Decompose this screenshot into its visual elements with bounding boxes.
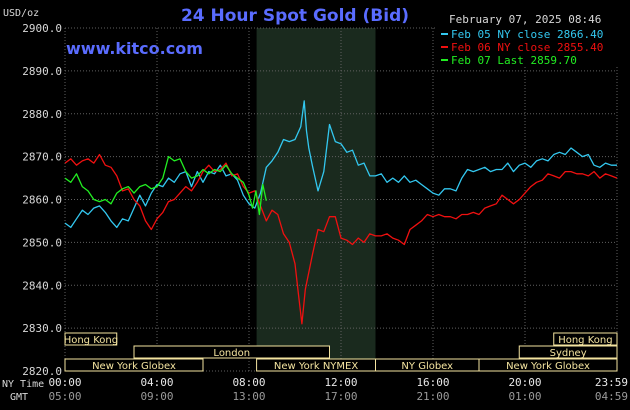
nymex-highlight-band	[256, 28, 376, 371]
series-line-2	[64, 155, 267, 216]
legend-box	[437, 25, 622, 67]
legend-entry-0: Feb 05 NY close 2866.40	[451, 28, 603, 41]
market-label-row1-1: Hong Kong	[558, 335, 612, 346]
market-label-row2-1: Sydney	[550, 348, 587, 359]
nymex-highlight	[256, 28, 376, 371]
y-tick-label: 2860.0	[22, 194, 62, 207]
market-label-row2-0: London	[213, 348, 250, 359]
x-tick-ny-label: 08:00	[232, 376, 265, 389]
y-tick-label: 2870.0	[22, 151, 62, 164]
market-label-row3-0: New York Globex	[92, 361, 176, 372]
x-tick-ny-label: 12:00	[324, 376, 357, 389]
gmt-label: GMT	[10, 392, 28, 403]
x-tick-ny-label: 16:00	[416, 376, 449, 389]
x-tick-ny-label: 20:00	[508, 376, 541, 389]
y-tick-label: 2880.0	[22, 108, 62, 121]
x-tick-gmt-label: 01:00	[508, 390, 541, 403]
x-tick-gmt-label: 04:59	[595, 390, 628, 403]
timestamp: February 07, 2025 08:46	[449, 13, 601, 26]
x-tick-gmt-label: 09:00	[140, 390, 173, 403]
x-tick-gmt-label: 21:00	[416, 390, 449, 403]
x-tick-ny-label: 00:00	[48, 376, 81, 389]
ny-time-label: NY Time	[2, 379, 44, 390]
market-box-row1-0	[64, 332, 118, 346]
market-label-row1-0: Hong Kong	[64, 335, 118, 346]
series-line-0	[64, 100, 617, 229]
series-line-1	[64, 153, 618, 325]
market-box-row2-0	[133, 345, 330, 359]
y-tick-label: 2830.0	[22, 322, 62, 335]
y-tick-label: 2840.0	[22, 279, 62, 292]
legend-entry-1: Feb 06 NY close 2855.40	[451, 41, 603, 54]
market-box-row3-3	[478, 358, 618, 372]
market-label-row3-1: New York NYMEX	[274, 361, 359, 372]
chart-title: 24 Hour Spot Gold (Bid)	[181, 6, 409, 26]
market-box-row1-1	[553, 332, 618, 346]
x-tick-gmt-label: 13:00	[232, 390, 265, 403]
y-axis-tick-labels: 2820.0 2830.0 2840.0 2850.0 2860.0 2870.0 2880…	[22, 22, 62, 378]
y-tick-label: 2890.0	[22, 65, 62, 78]
market-box-row3-0	[64, 358, 204, 372]
market-sessions: Hong Kong Hong Kong London Sydney New York G…	[64, 332, 618, 372]
unit-label: USD/oz	[3, 8, 39, 19]
y-tick-label: 2900.0	[22, 22, 62, 35]
x-tick-ny-label: 23:59	[595, 376, 628, 389]
x-tick-gmt-label: 17:00	[324, 390, 357, 403]
site-logo: www.kitco.com	[66, 39, 203, 58]
series-lines	[64, 100, 618, 325]
market-label-row3-3: New York Globex	[506, 361, 590, 372]
x-tick-ny-label: 04:00	[140, 376, 173, 389]
market-box-row2-1	[518, 345, 618, 359]
y-tick-label: 2820.0	[22, 365, 62, 378]
market-label-row3-2: NY Globex	[401, 361, 453, 372]
y-tick-label: 2850.0	[22, 236, 62, 249]
x-tick-gmt-label: 05:00	[48, 390, 81, 403]
legend-entry-2: Feb 07 Last 2859.70	[451, 54, 577, 67]
grid	[64, 27, 618, 372]
